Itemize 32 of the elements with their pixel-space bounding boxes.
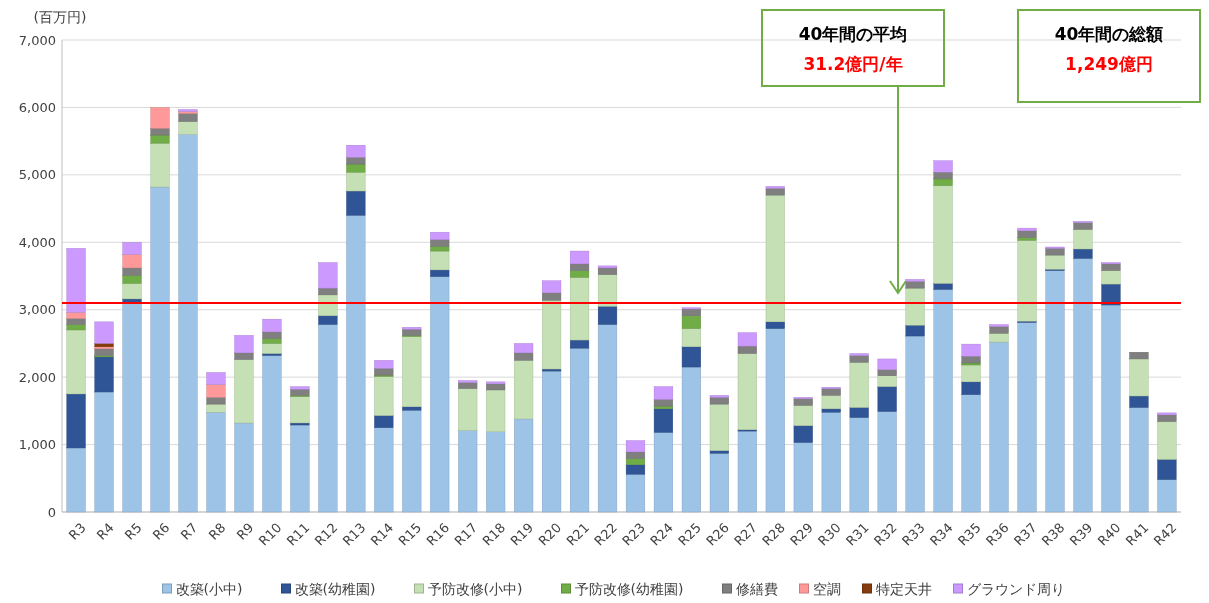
y-tick-label: 6,000 — [18, 99, 56, 115]
x-tick-label: R41 — [1122, 519, 1152, 549]
y-tick-label: 5,000 — [18, 167, 56, 183]
x-tick-label: R9 — [233, 519, 257, 543]
legend-label: 空調 — [812, 580, 841, 597]
y-tick-label: 1,000 — [18, 437, 56, 453]
legend-label: 改築(小中) — [175, 580, 243, 597]
y-tick-label: 7,000 — [18, 32, 56, 48]
y-axis-title: (百万円) — [33, 9, 87, 25]
legend-label: 特定天井 — [875, 580, 932, 597]
annotation: 40年間の平均 — [798, 24, 908, 44]
x-tick-label: R7 — [177, 519, 201, 543]
legend-label: グラウンド周り — [966, 580, 1065, 597]
y-tick-label: 2,000 — [18, 369, 56, 385]
x-tick-label: R3 — [65, 519, 89, 543]
x-tick-label: R21 — [563, 519, 593, 549]
legend-label: 予防改修(幼稚園) — [574, 580, 684, 597]
legend-label: 改築(幼稚園) — [294, 580, 376, 597]
x-tick-label: R5 — [121, 519, 145, 543]
annotation: 1,249億円 — [1065, 54, 1153, 74]
x-tick-label: R4 — [93, 519, 117, 543]
legend-label: 予防改修(小中) — [427, 580, 523, 597]
annotation: 31.2億円/年 — [803, 54, 903, 74]
x-tick-label: R31 — [843, 519, 872, 549]
x-tick-label: R8 — [205, 519, 229, 543]
y-tick-label: 3,000 — [18, 302, 56, 318]
x-tick-label: R11 — [283, 519, 313, 549]
legend-label: 修繕費 — [735, 580, 778, 597]
x-tick-label: R6 — [149, 519, 173, 543]
y-tick-label: 4,000 — [18, 234, 56, 250]
annotation: 40年間の総額 — [1054, 24, 1164, 44]
y-tick-label: 0 — [47, 504, 56, 520]
